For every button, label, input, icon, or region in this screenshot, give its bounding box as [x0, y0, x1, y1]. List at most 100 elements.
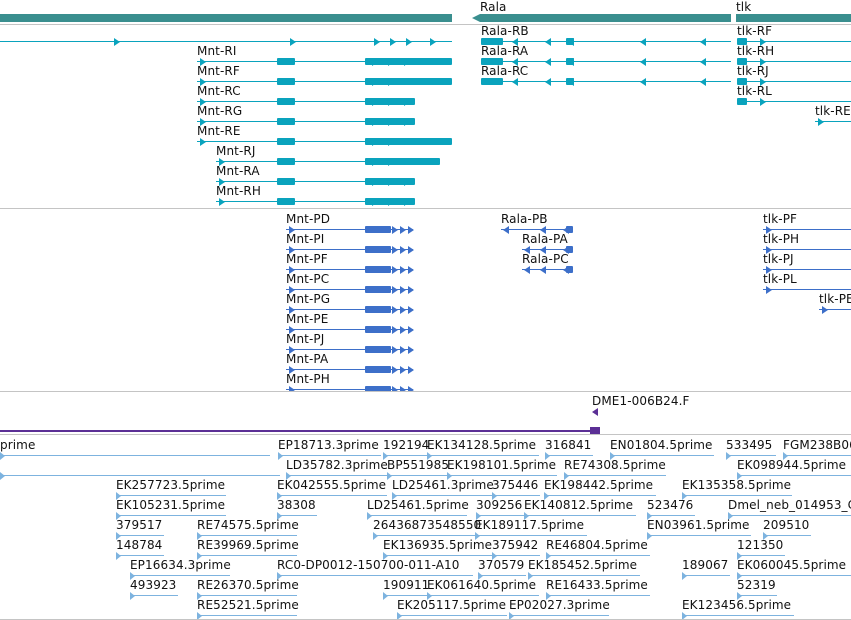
est-feature[interactable] [197, 552, 297, 560]
est-feature[interactable] [564, 472, 666, 480]
est-feature[interactable] [427, 592, 539, 600]
est-feature[interactable] [447, 472, 557, 480]
est-feature[interactable] [545, 452, 593, 460]
est-feature[interactable] [783, 452, 851, 460]
est-feature[interactable] [116, 552, 164, 560]
protein-mnt-pi[interactable] [286, 246, 414, 254]
est-feature[interactable] [373, 532, 475, 540]
est-feature[interactable] [682, 492, 792, 500]
transcript-mnt-ri[interactable] [197, 58, 452, 66]
strand-arrow-icon [568, 38, 574, 46]
transcript-rala-rc[interactable] [481, 78, 731, 86]
est-feature[interactable] [277, 512, 317, 520]
protein-mnt-ph[interactable] [286, 386, 414, 391]
protein-mnt-pc[interactable] [286, 286, 414, 294]
gene-partial[interactable] [0, 0, 452, 24]
est-feature[interactable] [197, 532, 297, 540]
est-feature[interactable] [737, 572, 851, 580]
est-feature[interactable] [116, 492, 226, 500]
protein-mnt-pj[interactable] [286, 346, 414, 354]
transcript-tlk-rl[interactable] [737, 98, 851, 106]
transcript-partial[interactable] [0, 38, 452, 46]
protein-mnt-pd[interactable] [286, 226, 414, 234]
est-feature[interactable] [763, 532, 811, 540]
est-feature[interactable] [0, 452, 270, 460]
est-feature[interactable] [383, 552, 493, 560]
est-feature[interactable] [383, 592, 427, 600]
est-feature[interactable] [647, 512, 695, 520]
protein-tlk-pl[interactable] [763, 286, 851, 294]
est-feature[interactable] [524, 512, 636, 520]
est-feature[interactable] [383, 452, 427, 460]
transcript-tlk-re[interactable] [815, 118, 851, 126]
transcript-tlk-rj[interactable] [737, 78, 851, 86]
est-feature[interactable] [478, 572, 526, 580]
protein-rala-pc[interactable] [522, 266, 573, 274]
protein-tlk-pf[interactable] [763, 226, 851, 234]
est-feature[interactable] [427, 452, 539, 460]
est-feature[interactable] [197, 592, 297, 600]
protein-rala-pa[interactable] [522, 246, 573, 254]
protein-mnt-pf[interactable] [286, 266, 414, 274]
est-feature[interactable] [737, 592, 777, 600]
gene-tlk[interactable]: tlk [736, 0, 851, 24]
protein-mnt-pg[interactable] [286, 306, 414, 314]
est-feature[interactable] [286, 472, 387, 480]
est-feature[interactable] [682, 612, 794, 620]
est-feature[interactable] [682, 572, 730, 580]
est-feature[interactable] [737, 472, 851, 480]
protein-mnt-pe[interactable] [286, 326, 414, 334]
gene-rala[interactable]: Rala [472, 0, 731, 24]
transcript-rala-rb[interactable] [481, 38, 731, 46]
protein-mnt-pa[interactable] [286, 366, 414, 374]
est-feature[interactable] [130, 592, 178, 600]
est-feature[interactable] [278, 452, 381, 460]
strand-arrow-icon [524, 246, 530, 254]
est-feature[interactable] [475, 532, 587, 540]
est-feature[interactable] [397, 612, 507, 620]
transcript-rala-ra[interactable] [481, 58, 731, 66]
exon-block [365, 306, 391, 313]
est-line [427, 595, 539, 596]
transcript-tlk-rh[interactable] [737, 58, 851, 66]
est-feature[interactable] [116, 532, 164, 540]
est-feature[interactable] [610, 452, 714, 460]
transcript-mnt-rf[interactable] [197, 78, 452, 86]
transcript-mnt-rj[interactable] [216, 158, 440, 166]
est-feature[interactable] [0, 472, 280, 480]
est-label: EN01804.5prime [610, 438, 713, 452]
est-feature[interactable] [392, 492, 492, 500]
est-feature[interactable] [130, 572, 230, 580]
transcript-mnt-rc[interactable] [197, 98, 415, 106]
protein-label: tlk-PL [763, 272, 797, 286]
est-feature[interactable] [528, 572, 640, 580]
protein-tlk-ph[interactable] [763, 246, 851, 254]
est-feature[interactable] [509, 612, 609, 620]
strand-arrow-icon [528, 572, 533, 580]
protein-rala-pb[interactable] [501, 226, 573, 234]
est-feature[interactable] [728, 512, 851, 520]
protein-tlk-pe[interactable] [819, 306, 851, 314]
est-feature[interactable] [737, 552, 785, 560]
transcript-mnt-ra[interactable] [216, 178, 415, 186]
transcript-mnt-rg[interactable] [197, 118, 415, 126]
est-feature[interactable] [277, 572, 473, 580]
est-feature[interactable] [647, 532, 751, 540]
est-feature[interactable] [544, 492, 656, 500]
transcript-mnt-re[interactable] [197, 138, 452, 146]
est-feature[interactable] [197, 612, 297, 620]
est-feature[interactable] [546, 552, 650, 560]
est-feature[interactable] [476, 512, 524, 520]
est-feature[interactable] [367, 512, 467, 520]
est-feature[interactable] [116, 512, 226, 520]
est-feature[interactable] [726, 452, 776, 460]
est-feature[interactable] [277, 492, 387, 500]
strand-arrow-icon [372, 78, 378, 86]
est-feature[interactable] [492, 492, 540, 500]
protein-tlk-pj[interactable] [763, 266, 851, 274]
transcript-mnt-rh[interactable] [216, 198, 415, 206]
transcript-tlk-rf[interactable] [737, 38, 851, 46]
est-feature[interactable] [546, 592, 650, 600]
est-feature[interactable] [492, 552, 540, 560]
est-feature[interactable] [387, 472, 447, 480]
